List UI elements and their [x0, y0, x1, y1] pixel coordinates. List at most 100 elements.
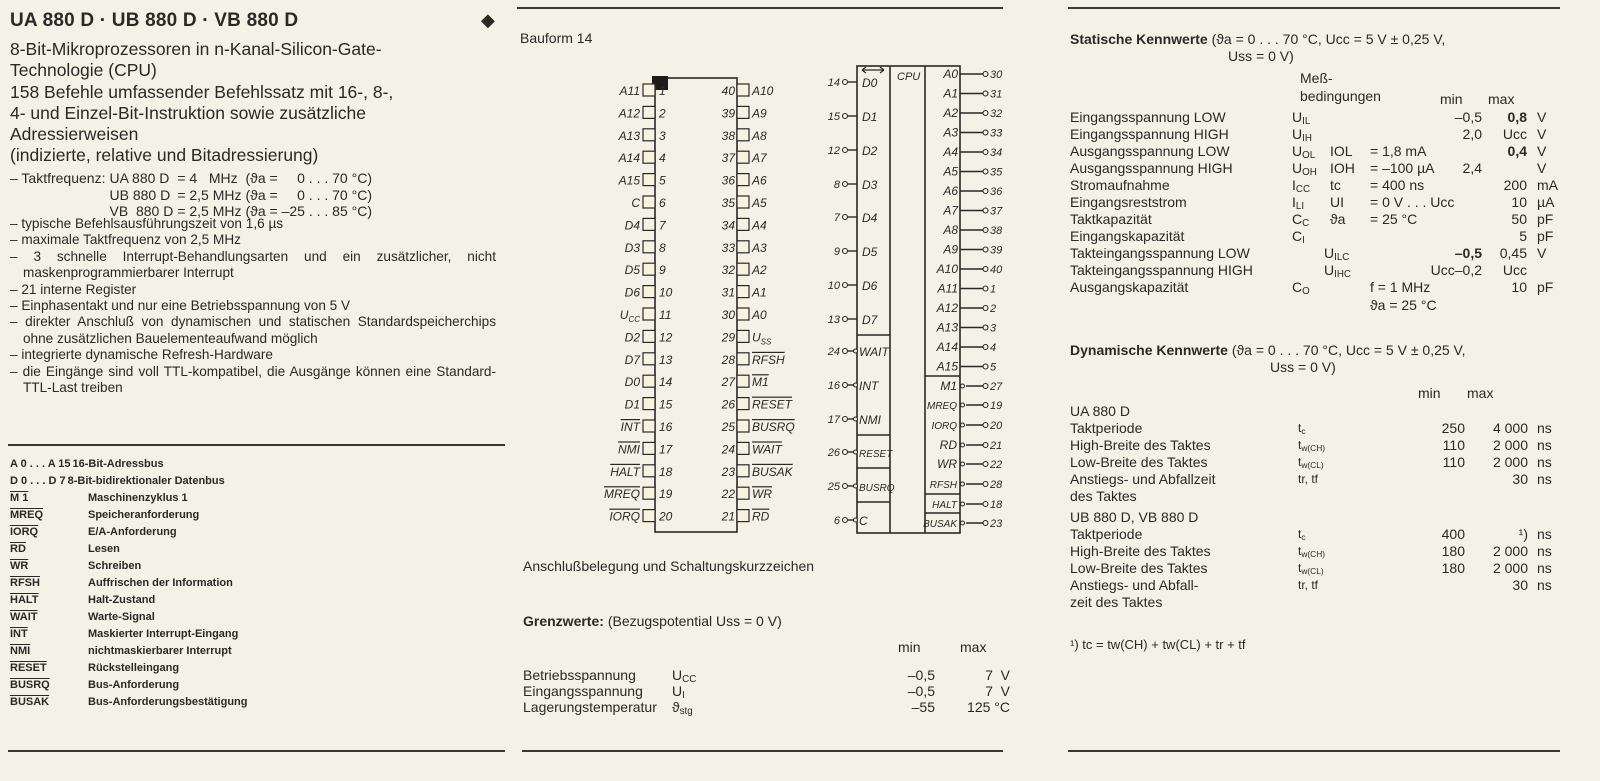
pin-number: 31: [722, 286, 735, 300]
signal-label: D2: [862, 144, 878, 158]
symbol-main: U: [672, 667, 683, 683]
feature-item: – 21 interne Register: [10, 281, 137, 297]
pin-label-sub: CC: [628, 315, 640, 324]
signal-label: D5: [862, 245, 878, 259]
pin-label-text: M1: [752, 375, 769, 389]
terminal-circle: [982, 304, 989, 312]
param-symbol: UIL: [1292, 109, 1310, 126]
pin-label: WR: [752, 487, 772, 501]
terminal-circle: [982, 382, 989, 390]
cond-symbol: IOH: [1330, 160, 1355, 176]
param-min: 400: [1441, 526, 1465, 542]
symbol-sub: I: [1302, 235, 1305, 246]
signal-desc: Auffrischen der Information: [88, 577, 233, 589]
signal-label: A2: [942, 106, 958, 120]
pin-pad: [642, 419, 656, 433]
pin-number: 19: [659, 487, 673, 501]
divider: [8, 750, 505, 752]
pin-number: 40: [990, 264, 1003, 276]
pin-number: 5: [659, 174, 666, 188]
pin-number: 27: [989, 381, 1003, 393]
terminal-circle: [982, 90, 989, 97]
pin-label: A2: [751, 263, 767, 277]
signal-abbr: D 0 . . . D 7: [10, 475, 66, 487]
terminal-circle: [841, 381, 849, 389]
pin-number: 17: [828, 414, 841, 426]
pin-label-text: D3: [625, 241, 641, 255]
param-label-cont: zeit des Taktes: [1070, 594, 1163, 610]
legend-row: INT Maskierter Interrupt-Eingang: [10, 626, 248, 643]
pin-number: 18: [659, 465, 673, 479]
pin-pad: [642, 374, 656, 388]
pin-label: A7: [751, 151, 768, 165]
signal-label: BUSRQ: [859, 483, 895, 494]
param-unit: V: [1537, 126, 1547, 142]
terminal-circle: [982, 285, 989, 292]
pin-label: A15: [618, 174, 641, 188]
param-unit: V: [1537, 245, 1547, 261]
pin-pad: [642, 240, 656, 254]
param-label: Takteingangsspannung HIGH: [1070, 262, 1253, 278]
pin-label-text: A4: [751, 218, 767, 232]
pin-pad: [736, 486, 750, 500]
param-label-cont: des Taktes: [1070, 488, 1137, 504]
pin-pad: [642, 486, 656, 500]
pin-label-text: MREQ: [604, 487, 640, 501]
pin-number: 6: [834, 515, 841, 527]
param-symbol: tr, tf: [1298, 578, 1318, 592]
pin-pad: [642, 150, 656, 164]
pin-label-text: RESET: [752, 398, 794, 412]
param-symbol: ICC: [1292, 177, 1310, 194]
pin-pad: [642, 441, 656, 455]
pin-number: 24: [827, 346, 840, 358]
signal-label: IORQ: [931, 421, 957, 432]
signal-label: WR: [937, 457, 957, 471]
cond-symbol: IOL: [1330, 143, 1353, 159]
terminal-circle: [982, 324, 989, 331]
terminal-circle: [841, 146, 849, 154]
legend-row: MREQ Speicheranforderung: [10, 507, 248, 524]
param-label: Eingangsreststrom: [1070, 194, 1187, 210]
pin-number: 26: [827, 447, 841, 459]
pin-number: 8: [659, 241, 666, 255]
param-label: Eingangsspannung HIGH: [1070, 126, 1229, 142]
pin-pad: [642, 509, 656, 523]
pin-label: RESET: [752, 398, 794, 412]
pin-number: 9: [659, 263, 666, 277]
cond-value: = 0 V . . . Ucc: [1370, 194, 1455, 210]
legend-row: WAIT Warte-Signal: [10, 609, 248, 626]
limit-symbol: ϑstg: [672, 699, 693, 716]
param-max: 10: [1511, 194, 1527, 210]
pin-label-text: A13: [618, 129, 641, 143]
param-label: Low-Breite des Taktes: [1070, 560, 1208, 576]
legend-row: RD Lesen: [10, 541, 248, 558]
pin-number: 1: [990, 284, 996, 296]
param-unit: V: [1537, 160, 1547, 176]
pin-pad: [642, 464, 656, 478]
type: UA 880 D: [109, 170, 170, 186]
terminal-circle: [841, 112, 849, 120]
pin-label: A14: [618, 151, 641, 165]
pin-pad: [642, 262, 656, 276]
pin-pad: [642, 195, 656, 209]
symbol-main: ϑ: [672, 699, 680, 715]
terminal-circle: [982, 500, 989, 508]
bidirectional-arrow-icon: [861, 66, 885, 74]
cond-symbol: ϑa: [1330, 211, 1346, 227]
symbol-sub: w(CL): [1301, 566, 1324, 576]
signal-label: NMI: [859, 413, 882, 427]
inversion-bubble: [959, 481, 966, 487]
param-unit: ns: [1537, 543, 1552, 559]
pin-label: WAIT: [752, 442, 783, 456]
symbol-sub: IHC: [1334, 269, 1351, 280]
pin-number: 7: [834, 212, 841, 224]
inversion-bubble: [959, 442, 966, 448]
max-header: max: [1488, 91, 1515, 107]
pin-number: 12: [828, 145, 840, 157]
symbol-main: C: [1292, 279, 1303, 295]
param-label: Anstiegs- und Abfall-: [1070, 577, 1199, 593]
pin-label: INT: [621, 420, 642, 434]
param-min: –0,5: [1454, 109, 1482, 125]
inversion-bubble: [959, 461, 966, 467]
pin-pad: [736, 307, 750, 321]
